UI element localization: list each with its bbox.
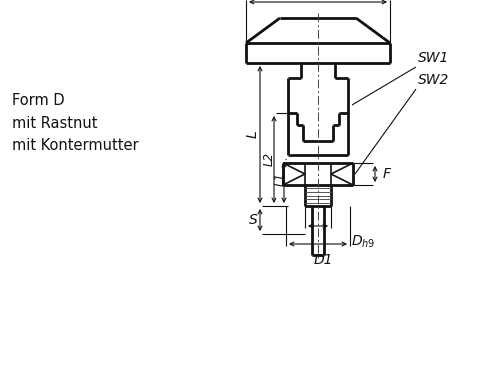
Text: Form D
mit Rastnut
mit Kontermutter: Form D mit Rastnut mit Kontermutter — [12, 93, 138, 153]
Text: D1: D1 — [313, 253, 333, 267]
Text: $D_{h9}$: $D_{h9}$ — [351, 234, 376, 250]
Text: L2: L2 — [262, 153, 276, 166]
Text: L: L — [246, 131, 260, 138]
Text: L1: L1 — [274, 172, 286, 185]
Text: F: F — [383, 167, 391, 181]
Text: SW2: SW2 — [418, 73, 450, 87]
Text: S: S — [248, 213, 258, 227]
Text: SW1: SW1 — [418, 51, 450, 65]
